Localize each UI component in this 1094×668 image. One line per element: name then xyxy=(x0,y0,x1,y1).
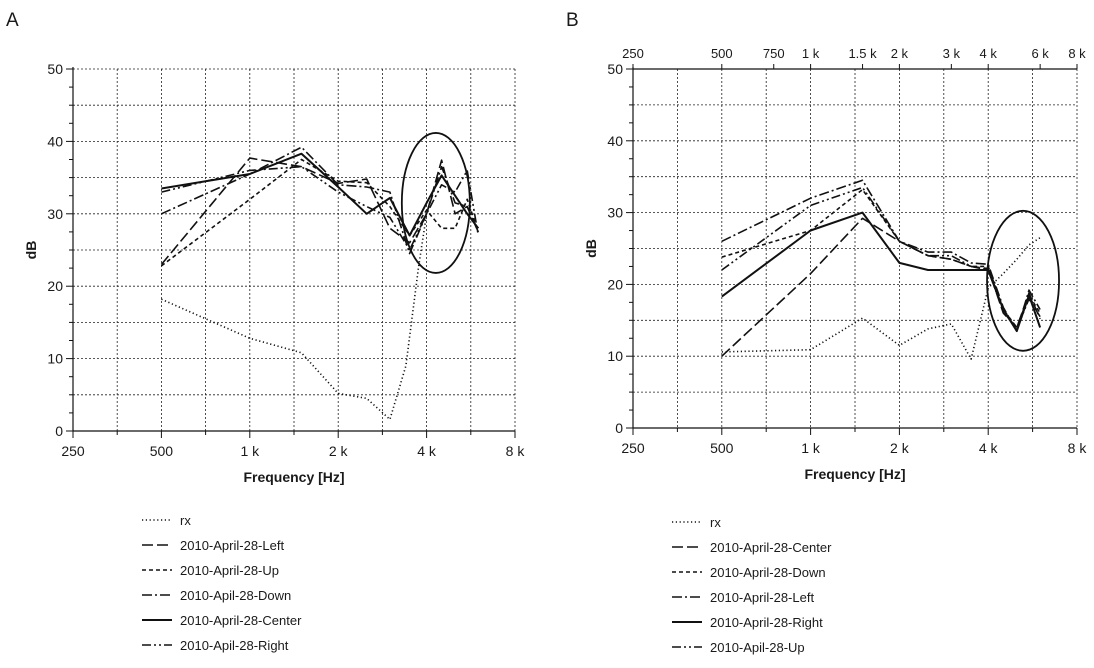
top-x-tick-label: 1 k xyxy=(802,46,820,61)
y-tick-label: 10 xyxy=(47,351,63,367)
series-line-2010-april-28-left xyxy=(160,157,480,266)
series-line-rx xyxy=(721,237,1041,360)
y-tick-label: 20 xyxy=(47,278,63,294)
series-line-2010-apil-28-up xyxy=(721,186,1041,330)
series-line-rx xyxy=(161,213,428,421)
legend-label: 2010-April-28-Left xyxy=(180,538,284,553)
y-tick-label: 0 xyxy=(615,420,623,436)
panel-label: B xyxy=(566,10,579,31)
series-line-2010-april-28-left xyxy=(721,179,1041,332)
y-tick-label: 20 xyxy=(607,276,623,292)
series-line-2010-april-28-right xyxy=(721,211,1042,333)
annotation-ellipse xyxy=(986,209,1060,352)
top-x-tick-label: 2 k xyxy=(891,46,909,61)
legend-label: 2010-Apil-28-Up xyxy=(710,640,805,655)
legend-label: 2010-April-28-Down xyxy=(710,565,826,580)
series-line-2010-apil-28-right xyxy=(161,165,480,251)
top-x-tick-label: 750 xyxy=(763,46,785,61)
top-x-tick-label: 250 xyxy=(622,46,644,61)
legend-label: 2010-April-28-Center xyxy=(710,540,832,555)
y-tick-label: 30 xyxy=(607,205,623,221)
y-tick-label: 50 xyxy=(607,61,623,77)
annotation-ellipse xyxy=(400,132,471,274)
top-x-tick-label: 4 k xyxy=(980,46,998,61)
top-x-tick-label: 500 xyxy=(711,46,733,61)
chart-panel-a: A 0 10 20 30 40 50 250 500 1 k 2 k 4 k 8 k Frequency … xyxy=(6,10,525,653)
top-x-tick-label: 6 k xyxy=(1031,46,1049,61)
y-tick-label: 40 xyxy=(47,133,63,149)
x-axis-title: Frequency [Hz] xyxy=(804,466,905,482)
x-tick-label: 500 xyxy=(150,443,174,459)
y-tick-label: 0 xyxy=(55,423,63,439)
legend-label: rx xyxy=(180,513,191,528)
y-axis-title: dB xyxy=(583,239,599,258)
x-tick-label: 2 k xyxy=(890,440,910,456)
legend-label: 2010-April-28-Center xyxy=(180,613,302,628)
series-line-2010-april-28-center xyxy=(161,152,480,237)
x-axis-title: Frequency [Hz] xyxy=(243,469,344,485)
top-x-tick-label: 3 k xyxy=(943,46,961,61)
top-x-tick-label: 8 k xyxy=(1068,46,1086,61)
x-tick-label: 4 k xyxy=(979,440,999,456)
legend-label: 2010-April-28-Left xyxy=(710,590,814,605)
x-tick-label: 250 xyxy=(621,440,645,456)
x-tick-label: 500 xyxy=(710,440,734,456)
x-tick-label: 1 k xyxy=(240,443,260,459)
legend-label: 2010-April-28-Right xyxy=(710,615,823,630)
y-tick-label: 30 xyxy=(47,206,63,222)
panel-label: A xyxy=(6,10,19,31)
legend-label: rx xyxy=(710,515,721,530)
x-tick-label: 1 k xyxy=(801,440,821,456)
x-tick-label: 8 k xyxy=(506,443,526,459)
series-line-2010-apil-28-down xyxy=(161,146,480,255)
x-tick-label: 8 k xyxy=(1068,440,1088,456)
series-line-2010-april-28-down xyxy=(721,188,1041,329)
y-tick-label: 40 xyxy=(607,133,623,149)
top-x-tick-label: 1.5 k xyxy=(848,46,877,61)
y-tick-label: 10 xyxy=(607,348,623,364)
y-axis-title: dB xyxy=(23,241,39,260)
x-tick-label: 2 k xyxy=(329,443,349,459)
legend-label: 2010-Apil-28-Right xyxy=(180,638,289,653)
x-tick-label: 250 xyxy=(61,443,85,459)
legend-label: 2010-Apil-28-Down xyxy=(180,588,291,603)
y-tick-label: 50 xyxy=(47,61,63,77)
x-tick-label: 4 k xyxy=(417,443,437,459)
legend-label: 2010-April-28-Up xyxy=(180,563,279,578)
